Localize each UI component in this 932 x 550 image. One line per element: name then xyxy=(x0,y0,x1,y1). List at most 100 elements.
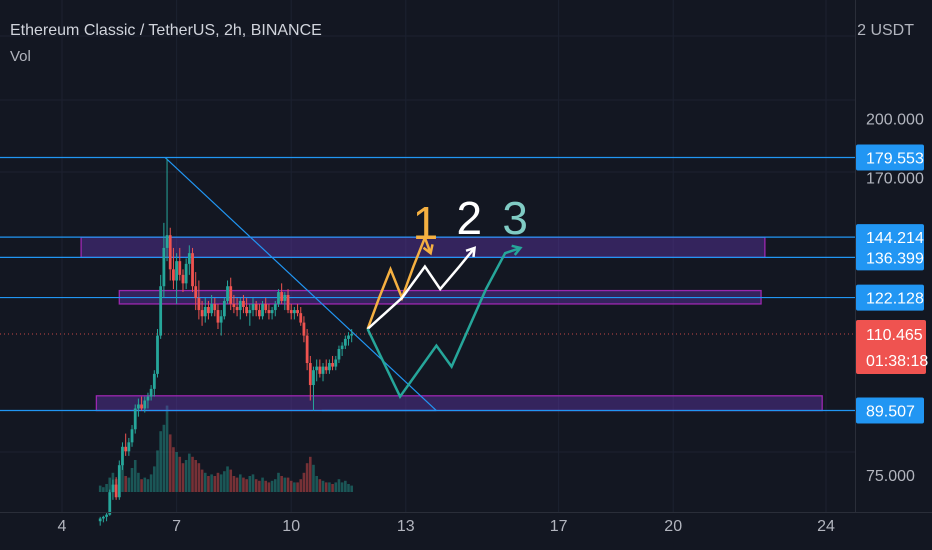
volume-bar xyxy=(172,447,175,492)
volume-bar xyxy=(213,476,217,492)
symbol-title[interactable]: Ethereum Classic / TetherUS, 2h, BINANCE xyxy=(10,22,322,39)
volume-bar xyxy=(277,472,280,492)
zone-rect xyxy=(95,395,823,412)
volume-bar xyxy=(194,460,197,492)
candle-body xyxy=(146,396,150,401)
candle-body xyxy=(254,303,258,311)
level-label-bg xyxy=(856,144,924,171)
candle-body xyxy=(321,366,325,374)
candle-body xyxy=(277,292,280,304)
candle-body xyxy=(318,366,322,374)
countdown-label: 01:38:18 xyxy=(866,353,928,370)
volume-bar xyxy=(188,453,191,492)
candle-body xyxy=(203,306,207,317)
candle-body xyxy=(273,303,277,311)
projection-path-2 xyxy=(366,247,476,330)
candle-body xyxy=(194,286,198,298)
volume-bar xyxy=(318,479,322,492)
volume-bar xyxy=(153,466,156,492)
volume-bar xyxy=(283,477,287,492)
candle-body xyxy=(308,363,312,386)
volume-bar xyxy=(105,484,108,492)
projection-arrowhead xyxy=(465,246,477,258)
volume-bar xyxy=(251,474,255,492)
volume-bar xyxy=(347,484,350,492)
volume-bar xyxy=(102,487,105,492)
level-label: 136.399 xyxy=(866,250,924,267)
volume-bar xyxy=(267,482,271,492)
candle-body xyxy=(283,294,287,301)
candle-body xyxy=(191,253,194,287)
candle-body xyxy=(264,303,268,311)
candle-body xyxy=(159,286,163,336)
volume-bar xyxy=(156,450,159,492)
volume-bar xyxy=(197,463,201,492)
candle-body xyxy=(216,310,220,323)
candle-body xyxy=(137,404,140,409)
candle-body xyxy=(156,335,159,374)
candle-body xyxy=(219,316,223,323)
candle-body xyxy=(302,322,306,336)
candle-body xyxy=(337,349,341,360)
candle-body xyxy=(149,388,153,397)
candle-body xyxy=(257,310,261,317)
candle-body xyxy=(261,303,264,317)
projection-arrowhead xyxy=(511,244,523,256)
volume-bar xyxy=(324,482,328,492)
time-axis[interactable]: 4 7 10 13 17 20 24 xyxy=(58,518,835,535)
volume-bar xyxy=(181,463,185,492)
volume-bar xyxy=(315,476,318,492)
price-tick: 170.000 xyxy=(866,170,924,187)
candle-body xyxy=(187,253,191,264)
volume-label[interactable]: Vol xyxy=(10,48,31,65)
volume-bar xyxy=(334,482,338,492)
candle-body xyxy=(299,313,303,323)
volume-bar xyxy=(149,474,153,492)
candle-body xyxy=(242,300,245,307)
last-price-label-bg xyxy=(856,320,926,375)
level-label-bg xyxy=(856,244,924,271)
volume-bar xyxy=(175,452,178,492)
trendlines[interactable] xyxy=(164,157,437,412)
candle-body xyxy=(152,373,156,389)
candle-body xyxy=(121,446,124,466)
price-axis[interactable]: 200.000 170.000 75.000 xyxy=(866,111,924,484)
candle-body xyxy=(292,310,296,314)
volume-bar xyxy=(146,479,150,492)
volume-bar xyxy=(200,469,204,492)
candle-body xyxy=(114,484,118,498)
candle-body xyxy=(312,370,315,386)
candle-body xyxy=(343,338,347,346)
volume-bar xyxy=(140,479,143,492)
volume-bar xyxy=(210,474,213,492)
volume-bar xyxy=(178,456,182,492)
candle-body xyxy=(130,429,134,443)
volume-bar xyxy=(191,456,194,492)
candlesticks xyxy=(98,158,354,526)
time-tick: 13 xyxy=(397,518,415,535)
candle-body xyxy=(178,261,182,275)
projection-label-2: 2 xyxy=(457,192,483,244)
horizontal-levels[interactable] xyxy=(0,156,855,412)
candle-body xyxy=(296,310,299,314)
volume-bar xyxy=(286,477,290,492)
volume-bar xyxy=(133,460,137,492)
volume-bar xyxy=(289,480,293,492)
volume-bar xyxy=(216,472,220,492)
candle-body xyxy=(168,235,172,270)
candle-body xyxy=(267,310,271,314)
volume-bar xyxy=(203,472,207,492)
volume-bar xyxy=(340,482,344,492)
volume-bar xyxy=(273,479,277,492)
candle-body xyxy=(222,300,226,317)
volume-bar xyxy=(248,476,252,492)
candle-body xyxy=(238,300,242,311)
projection-label-3: 3 xyxy=(502,192,528,244)
currency-label[interactable]: 2 USDT xyxy=(857,22,914,39)
candle-body xyxy=(232,303,236,307)
volume-bar xyxy=(238,474,242,492)
candle-body xyxy=(347,335,350,339)
candle-body xyxy=(289,310,293,314)
